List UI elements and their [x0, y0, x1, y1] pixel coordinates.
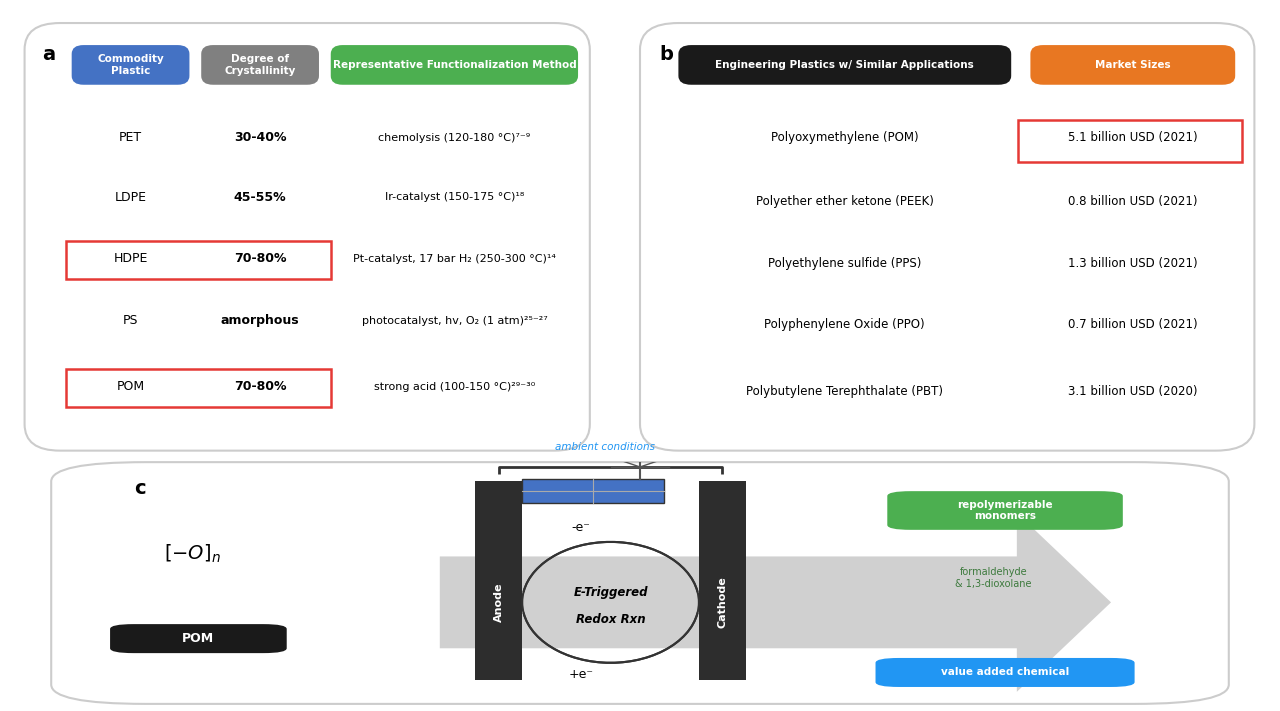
Text: 5.1 billion USD (2021): 5.1 billion USD (2021): [1068, 131, 1198, 144]
Text: chemolysis (120-180 °C)⁷⁻⁹: chemolysis (120-180 °C)⁷⁻⁹: [379, 133, 530, 143]
Text: 1.3 billion USD (2021): 1.3 billion USD (2021): [1068, 257, 1198, 269]
Text: PET: PET: [119, 131, 142, 144]
Text: 45-55%: 45-55%: [234, 191, 287, 203]
FancyBboxPatch shape: [678, 45, 1011, 85]
Text: amorphous: amorphous: [220, 314, 300, 327]
Text: POM: POM: [182, 632, 215, 645]
Text: Polyether ether ketone (PEEK): Polyether ether ketone (PEEK): [756, 195, 933, 208]
Text: Market Sizes: Market Sizes: [1094, 60, 1171, 70]
FancyBboxPatch shape: [201, 45, 319, 85]
Text: Cathode: Cathode: [717, 577, 727, 629]
Polygon shape: [440, 513, 1111, 692]
FancyBboxPatch shape: [640, 23, 1254, 451]
Text: HDPE: HDPE: [114, 252, 147, 265]
FancyBboxPatch shape: [330, 45, 579, 85]
Text: 70-80%: 70-80%: [234, 252, 287, 265]
Text: Pt-catalyst, 17 bar H₂ (250-300 °C)¹⁴: Pt-catalyst, 17 bar H₂ (250-300 °C)¹⁴: [353, 254, 556, 264]
Text: Degree of
Crystallinity: Degree of Crystallinity: [224, 54, 296, 75]
FancyBboxPatch shape: [51, 462, 1229, 704]
Text: Anode: Anode: [494, 582, 504, 622]
Text: repolymerizable
monomers: repolymerizable monomers: [957, 500, 1053, 521]
FancyBboxPatch shape: [475, 481, 522, 680]
Text: PS: PS: [123, 314, 138, 327]
FancyBboxPatch shape: [24, 23, 590, 451]
Text: $\left[-O\right]_n$: $\left[-O\right]_n$: [164, 543, 221, 565]
Text: +e⁻: +e⁻: [568, 668, 594, 681]
FancyBboxPatch shape: [1030, 45, 1235, 85]
Text: ambient conditions: ambient conditions: [554, 442, 654, 452]
Text: Redox Rxn: Redox Rxn: [576, 613, 645, 626]
FancyBboxPatch shape: [522, 479, 663, 503]
Text: POM: POM: [116, 380, 145, 393]
FancyBboxPatch shape: [887, 491, 1123, 530]
Text: photocatalyst, hv, O₂ (1 atm)²⁵⁻²⁷: photocatalyst, hv, O₂ (1 atm)²⁵⁻²⁷: [361, 316, 548, 326]
Text: Ir-catalyst (150-175 °C)¹⁸: Ir-catalyst (150-175 °C)¹⁸: [385, 192, 524, 202]
Text: Engineering Plastics w/ Similar Applications: Engineering Plastics w/ Similar Applicat…: [716, 60, 974, 70]
Text: 0.8 billion USD (2021): 0.8 billion USD (2021): [1068, 195, 1198, 208]
Text: Representative Functionalization Method: Representative Functionalization Method: [333, 60, 576, 70]
Text: Polyoxymethylene (POM): Polyoxymethylene (POM): [771, 131, 919, 144]
Text: Polyethylene sulfide (PPS): Polyethylene sulfide (PPS): [768, 257, 922, 269]
Text: LDPE: LDPE: [115, 191, 147, 203]
Text: 0.7 billion USD (2021): 0.7 billion USD (2021): [1068, 319, 1198, 331]
FancyBboxPatch shape: [699, 481, 746, 680]
Text: Commodity
Plastic: Commodity Plastic: [97, 54, 164, 75]
Text: a: a: [42, 45, 55, 64]
Text: strong acid (100-150 °C)²⁹⁻³⁰: strong acid (100-150 °C)²⁹⁻³⁰: [374, 382, 535, 392]
FancyBboxPatch shape: [110, 624, 287, 653]
Text: b: b: [659, 45, 673, 64]
Text: -e⁻: -e⁻: [572, 521, 590, 534]
Text: 70-80%: 70-80%: [234, 380, 287, 393]
FancyBboxPatch shape: [72, 45, 189, 85]
Text: c: c: [133, 479, 145, 498]
Text: 30-40%: 30-40%: [234, 131, 287, 144]
Text: Polyphenylene Oxide (PPO): Polyphenylene Oxide (PPO): [764, 319, 925, 331]
FancyBboxPatch shape: [876, 658, 1134, 687]
Text: E-Triggered: E-Triggered: [573, 586, 648, 599]
Text: 3.1 billion USD (2020): 3.1 billion USD (2020): [1068, 385, 1198, 397]
Text: value added chemical: value added chemical: [941, 668, 1069, 678]
Text: formaldehyde
& 1,3-dioxolane: formaldehyde & 1,3-dioxolane: [955, 567, 1032, 589]
Text: Polybutylene Terephthalate (PBT): Polybutylene Terephthalate (PBT): [746, 385, 943, 397]
